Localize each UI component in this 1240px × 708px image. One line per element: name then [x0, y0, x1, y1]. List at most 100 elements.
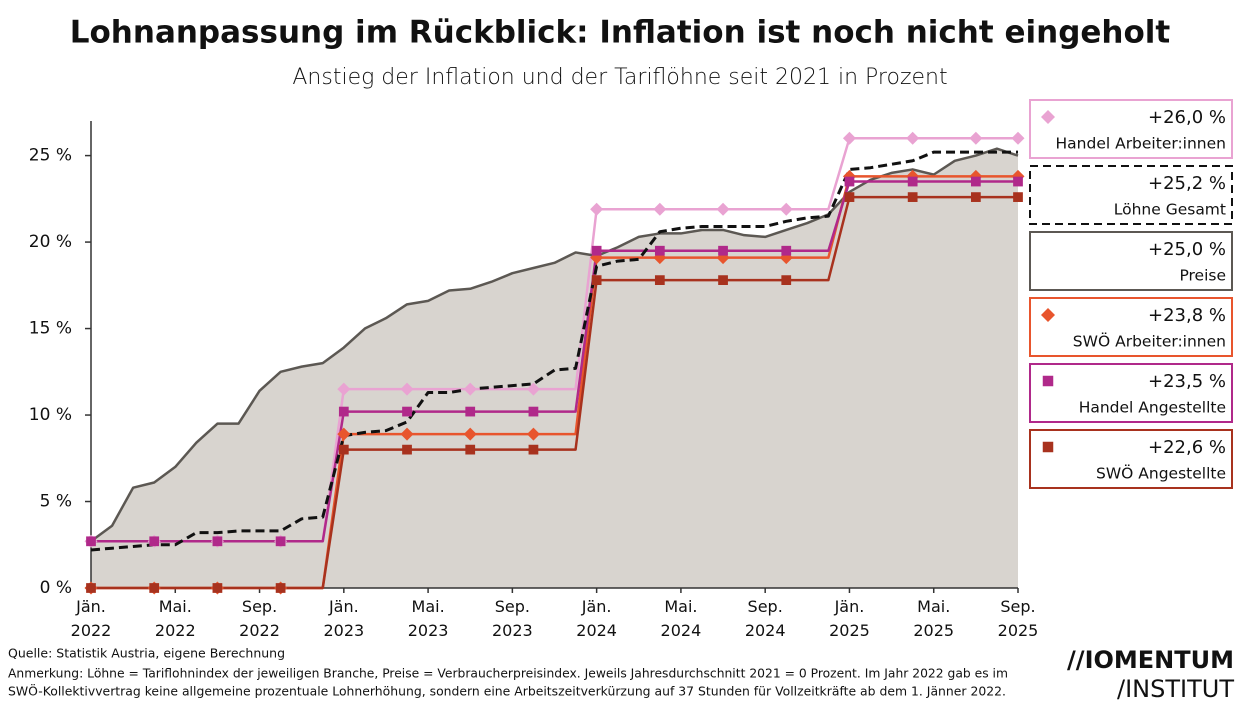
x-tick-label: Sep. 2022: [239, 597, 280, 640]
marker: [526, 382, 540, 396]
y-tick-label: 5 %: [40, 492, 72, 512]
marker: [338, 444, 349, 455]
marker: [716, 202, 730, 216]
chart-title: Lohnanpassung im Rückblick: Inflation is…: [70, 15, 1171, 51]
note: SWÖ-Kollektivvertrag keine allgemeine pr…: [8, 683, 1006, 699]
x-tick-label: Jän. 2022: [71, 597, 112, 640]
legend-marker: [1042, 441, 1054, 453]
x-tick-label-line: Sep.: [748, 597, 783, 616]
line: [90, 147, 1019, 543]
marker: [781, 245, 792, 256]
x-tick-label: Jän. 2023: [323, 597, 364, 640]
marker: [842, 131, 856, 145]
marker: [86, 536, 96, 547]
marker: [402, 444, 412, 455]
y-tick-label: 25 %: [29, 146, 72, 166]
legend-value: +25,2 %: [1148, 173, 1226, 194]
x-tick-label-line: Jän.: [75, 597, 106, 616]
chart-subtitle: Anstieg der Inflation und der Tariflöhne…: [292, 65, 947, 90]
marker: [653, 202, 667, 216]
legend-label: SWÖ Angestellte: [1096, 464, 1226, 483]
marker: [718, 245, 728, 256]
x-tick-label-line: 2025: [998, 621, 1039, 640]
x-tick-label: Mai. 2025: [913, 597, 954, 640]
logo: //IOMENTUM: [1067, 646, 1234, 674]
x-tick-label: Sep. 2025: [998, 597, 1039, 640]
marker: [528, 444, 539, 455]
marker: [907, 192, 918, 202]
x-tick-label-line: Jän.: [328, 597, 359, 616]
marker: [591, 245, 602, 256]
marker: [970, 176, 981, 187]
marker: [212, 583, 223, 593]
legend-box: [1029, 231, 1233, 291]
marker: [465, 444, 476, 455]
y-tick-label: 10 %: [29, 405, 72, 425]
x-tick-label-line: 2023: [323, 621, 364, 640]
x-tick-label-line: Mai.: [664, 597, 697, 616]
note: Anmerkung: Löhne = Tariflohnindex der je…: [8, 666, 1008, 681]
x-tick-label-line: Mai.: [917, 597, 950, 616]
legend-label: SWÖ Arbeiter:innen: [1073, 332, 1226, 351]
marker: [149, 583, 160, 593]
marker: [654, 275, 665, 286]
x-tick-label-line: Jän.: [581, 597, 612, 616]
x-tick-label: Jän. 2024: [576, 597, 617, 640]
x-tick-label-line: Mai.: [412, 597, 445, 616]
x-tick-label-line: Sep.: [1000, 597, 1035, 616]
marker: [465, 406, 476, 417]
x-tick-label-line: 2022: [71, 621, 112, 640]
legend-label: Handel Angestellte: [1079, 399, 1226, 417]
legend-box: [1029, 165, 1233, 225]
y-tick-label: 20 %: [29, 232, 72, 252]
marker: [969, 131, 983, 145]
marker: [526, 427, 540, 441]
legend-value: +23,8 %: [1148, 305, 1226, 326]
line: [91, 180, 1018, 543]
legend-label: Handel Arbeiter:innen: [1056, 135, 1227, 153]
marker: [528, 406, 539, 417]
marker: [779, 202, 793, 216]
x-tick-label: Jän. 2025: [829, 597, 870, 640]
marker: [1013, 176, 1023, 187]
legend-marker: [1042, 375, 1054, 387]
marker: [400, 427, 414, 441]
marker: [275, 536, 286, 547]
y-tick-label: 0 %: [40, 578, 72, 598]
legend-label: Löhne Gesamt: [1114, 201, 1226, 219]
logo: /INSTITUT: [1117, 675, 1234, 703]
legend-value: +23,5 %: [1148, 371, 1226, 392]
x-tick-label: Sep. 2024: [745, 597, 786, 640]
x-tick-label: Sep. 2023: [492, 597, 533, 640]
marker: [844, 192, 855, 202]
marker: [86, 583, 96, 593]
marker: [970, 192, 981, 202]
legend-box: [1029, 363, 1233, 423]
x-tick-label-line: Mai.: [159, 597, 192, 616]
x-tick-label: Mai. 2022: [155, 597, 196, 640]
marker: [337, 382, 351, 396]
marker: [338, 406, 349, 417]
marker: [1011, 131, 1025, 145]
y-tick-label: 15 %: [29, 319, 72, 339]
marker: [1013, 192, 1023, 202]
marker: [844, 176, 855, 187]
area: [91, 148, 1018, 588]
legend-value: +26,0 %: [1148, 107, 1226, 128]
legend-box: [1029, 429, 1233, 489]
marker: [781, 275, 792, 286]
marker: [906, 131, 920, 145]
x-tick-label-line: 2022: [239, 621, 280, 640]
x-tick-label: Mai. 2023: [408, 597, 449, 640]
x-tick-label-line: 2023: [492, 621, 533, 640]
marker: [590, 202, 604, 216]
legend-value: +25,0 %: [1148, 239, 1226, 260]
line: [90, 150, 1018, 552]
x-tick-label-line: Jän.: [834, 597, 865, 616]
marker: [337, 427, 351, 441]
marker: [907, 176, 918, 187]
legend-value: +22,6 %: [1148, 437, 1226, 458]
x-tick-label-line: 2022: [155, 621, 196, 640]
x-tick-label-line: 2024: [576, 621, 617, 640]
